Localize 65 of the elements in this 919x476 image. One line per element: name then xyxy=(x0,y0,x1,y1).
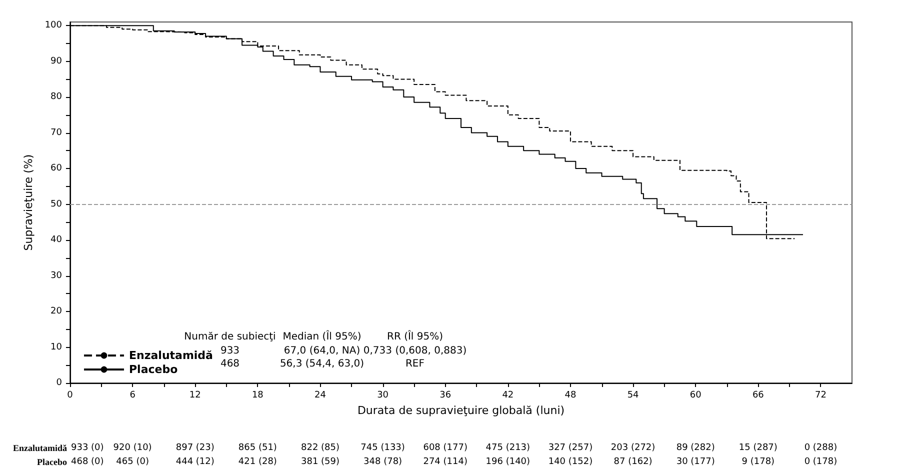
x-tick-label: 48 xyxy=(564,390,576,400)
annotation: 468 xyxy=(220,358,240,370)
y-axis-title: Supravieţuire (%) xyxy=(22,154,35,251)
annotation: 56,3 (54,4, 63,0) xyxy=(280,358,364,370)
text: 89 (282) xyxy=(676,443,715,453)
legend-label: Placebo xyxy=(129,363,178,376)
x-tick-label: 54 xyxy=(627,390,640,400)
y-tick-label: 50 xyxy=(50,199,62,210)
text: 15 (287) xyxy=(738,443,778,453)
legend-label: Enzalutamidă xyxy=(129,349,213,362)
x-tick-label: 24 xyxy=(314,390,326,400)
annotation: 933 xyxy=(220,346,240,356)
annotation: 0,733 (0,608, 0,883) xyxy=(363,346,467,356)
text: Placebo xyxy=(37,457,68,467)
text: 30 (177) xyxy=(676,457,715,467)
annotation: Median (Îl 95%) xyxy=(282,330,362,342)
text: 274 (114) xyxy=(423,457,468,467)
x-tick-label: 66 xyxy=(752,390,764,400)
text: 865 (51) xyxy=(238,443,277,453)
x-tick-label: 18 xyxy=(252,390,264,400)
text: 421 (28) xyxy=(238,457,277,467)
text: 822 (85) xyxy=(300,443,340,453)
text: 203 (272) xyxy=(610,443,656,453)
text: 327 (257) xyxy=(548,443,593,453)
text: 348 (78) xyxy=(364,457,402,467)
text: 920 (10) xyxy=(113,443,152,453)
x-tick-label: 42 xyxy=(502,390,514,400)
x-tick-label: 30 xyxy=(377,390,389,400)
text: 475 (213) xyxy=(486,443,530,453)
annotation: RR (Îl 95%) xyxy=(386,330,444,342)
y-tick-label: 100 xyxy=(44,20,62,31)
x-tick-label: 12 xyxy=(189,390,201,400)
y-tick-label: 60 xyxy=(50,164,62,174)
x-tick-label: 36 xyxy=(440,390,452,400)
text: 140 (152) xyxy=(548,457,593,467)
text: 0 (288) xyxy=(804,443,838,453)
y-tick-label: 30 xyxy=(50,270,62,281)
x-tick-label: 72 xyxy=(814,390,826,400)
annotation: Număr de subiecţi xyxy=(184,332,276,342)
y-tick-label: 90 xyxy=(50,56,62,66)
x-tick-label: 6 xyxy=(130,390,136,400)
text: 196 (140) xyxy=(486,457,530,467)
annotation: 67,0 (64,0, NA) xyxy=(284,346,360,356)
text: 465 (0) xyxy=(116,457,149,467)
x-tick-label: 0 xyxy=(67,390,74,400)
text: 897 (23) xyxy=(176,443,214,453)
text: 468 (0) xyxy=(71,457,104,467)
text: 9 (178) xyxy=(742,457,775,467)
x-axis-title: Durata de supravieţuire globală (luni) xyxy=(357,404,565,417)
annotation: REF xyxy=(405,358,425,370)
y-tick-label: 70 xyxy=(50,128,62,138)
text: Enzalutamidă xyxy=(12,443,68,453)
text: 745 (133) xyxy=(360,443,405,453)
text: 608 (177) xyxy=(423,443,468,453)
y-tick-label: 40 xyxy=(50,235,62,246)
text: 933 (0) xyxy=(71,443,104,453)
y-tick-label: 20 xyxy=(50,306,62,317)
text: 444 (12) xyxy=(176,457,214,467)
text: 381 (59) xyxy=(300,457,340,467)
text: 0 (178) xyxy=(804,457,838,467)
y-tick-label: 0 xyxy=(56,378,62,388)
text: 87 (162) xyxy=(614,457,652,467)
y-tick-label: 10 xyxy=(50,342,62,352)
x-tick-label: 60 xyxy=(690,390,702,400)
y-tick-label: 80 xyxy=(50,92,62,102)
